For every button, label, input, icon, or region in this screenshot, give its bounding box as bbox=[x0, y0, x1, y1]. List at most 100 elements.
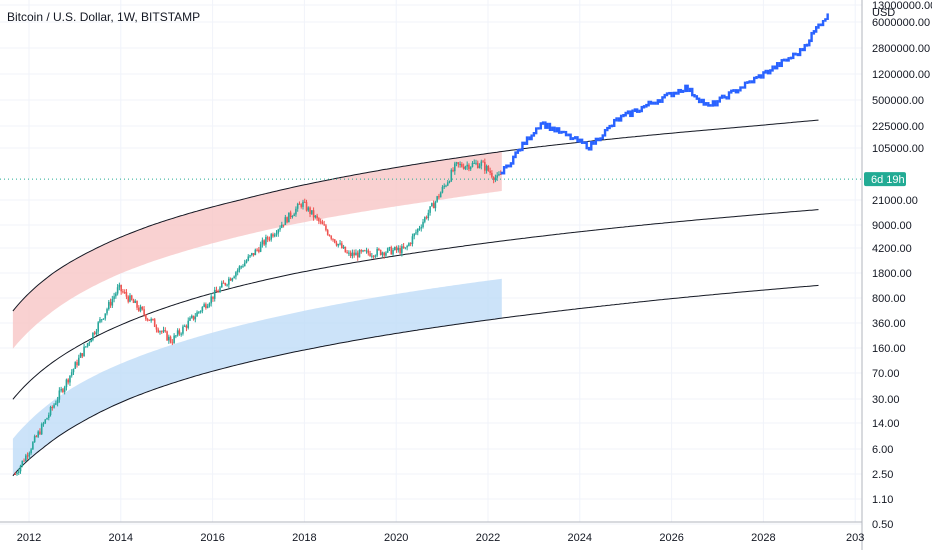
projection-bar bbox=[567, 133, 570, 137]
candle-body bbox=[291, 216, 294, 218]
candle-body bbox=[288, 212, 290, 223]
candle-body bbox=[192, 315, 195, 320]
candle-body bbox=[459, 164, 461, 166]
projection-bar bbox=[645, 103, 648, 108]
candle-body bbox=[203, 304, 205, 307]
candle-body bbox=[478, 165, 481, 169]
x-tick-label: 203 bbox=[846, 532, 864, 544]
candle-body bbox=[194, 316, 197, 320]
candle-body bbox=[77, 357, 80, 366]
candle-body bbox=[431, 203, 433, 207]
candle-body bbox=[422, 221, 424, 228]
candle-body bbox=[46, 417, 48, 420]
candle-body bbox=[175, 335, 177, 337]
projection-bar bbox=[656, 99, 660, 105]
candle-body bbox=[217, 291, 220, 293]
candle-body bbox=[300, 204, 303, 207]
projection-bar bbox=[507, 164, 510, 168]
projection-bar bbox=[702, 98, 705, 106]
projection-bar bbox=[803, 44, 806, 52]
projection-bar bbox=[505, 164, 508, 169]
candle-body bbox=[341, 243, 343, 249]
candle-body bbox=[189, 317, 191, 321]
y-tick-label: 4200.00 bbox=[872, 243, 912, 255]
projection-bar bbox=[532, 132, 536, 137]
candle-body bbox=[35, 436, 38, 438]
candle-body bbox=[242, 266, 244, 268]
candle-body bbox=[349, 252, 352, 257]
price-badge[interactable]: 6d 19h bbox=[864, 172, 906, 187]
candle-body bbox=[243, 262, 246, 267]
candle-body bbox=[499, 174, 502, 176]
projection-bar bbox=[688, 87, 692, 93]
candle-body bbox=[374, 255, 377, 257]
projection-bar bbox=[617, 117, 621, 122]
candle-body bbox=[220, 282, 223, 288]
candle-body bbox=[452, 169, 454, 172]
candle-body bbox=[415, 232, 417, 234]
candle-body bbox=[295, 208, 297, 215]
candle-body bbox=[314, 215, 317, 218]
candle-body bbox=[198, 311, 200, 313]
projection-bar bbox=[631, 109, 634, 118]
candle-body bbox=[392, 250, 394, 255]
candle-body bbox=[386, 248, 389, 253]
projection-bar bbox=[801, 48, 804, 52]
projection-bar bbox=[546, 122, 549, 129]
candle-body bbox=[162, 330, 165, 332]
candle-body bbox=[92, 332, 94, 340]
candle-body bbox=[69, 375, 71, 383]
candle-body bbox=[413, 233, 416, 237]
candle-body bbox=[383, 252, 385, 256]
candle-body bbox=[399, 247, 401, 254]
candle-body bbox=[219, 287, 221, 292]
candle-body bbox=[418, 228, 421, 230]
candle-body bbox=[321, 221, 324, 225]
projection-bar bbox=[672, 91, 676, 98]
candle-body bbox=[155, 326, 158, 330]
projection-bar bbox=[794, 52, 797, 56]
candle-body bbox=[323, 224, 325, 226]
candle-body bbox=[150, 318, 152, 321]
candle-body bbox=[166, 331, 168, 341]
candle-body bbox=[83, 346, 85, 357]
projection-bar bbox=[610, 124, 614, 128]
candle-body bbox=[56, 399, 59, 404]
projection-bar bbox=[697, 97, 701, 104]
candle-body bbox=[37, 431, 39, 437]
projection-bar bbox=[753, 76, 756, 84]
candle-body bbox=[226, 284, 228, 286]
projection-bar bbox=[592, 141, 595, 145]
x-tick-label: 2018 bbox=[292, 532, 316, 544]
candle-body bbox=[388, 247, 391, 249]
candle-body bbox=[157, 329, 160, 333]
projection-bar bbox=[652, 101, 655, 105]
candle-body bbox=[231, 278, 234, 281]
candle-body bbox=[496, 175, 498, 178]
projection-bar bbox=[695, 95, 699, 100]
projection-bar bbox=[523, 141, 526, 145]
log-regression-bands bbox=[12, 151, 502, 476]
candle-body bbox=[484, 162, 486, 171]
candle-body bbox=[143, 309, 145, 315]
projection-bar bbox=[732, 89, 735, 92]
projection-bar bbox=[642, 105, 646, 109]
y-axis-ticks: 13000000.00 6000000.00 2800000.00 1200000.0… bbox=[872, 0, 932, 531]
candle-body bbox=[123, 292, 126, 294]
projection-bar bbox=[640, 105, 643, 113]
projection-bar bbox=[796, 53, 800, 57]
candle-body bbox=[229, 278, 232, 281]
candle-body bbox=[199, 311, 202, 313]
candle-body bbox=[115, 293, 117, 297]
candle-body bbox=[311, 210, 313, 214]
candle-body bbox=[263, 240, 265, 245]
projection-bar bbox=[808, 39, 811, 47]
projection-bar bbox=[601, 134, 604, 140]
projection-bar bbox=[750, 80, 754, 84]
candle-body bbox=[152, 318, 154, 320]
candle-body bbox=[176, 330, 179, 336]
candle-body bbox=[116, 287, 119, 294]
projection-bar bbox=[619, 114, 623, 122]
candle-body bbox=[466, 164, 468, 167]
